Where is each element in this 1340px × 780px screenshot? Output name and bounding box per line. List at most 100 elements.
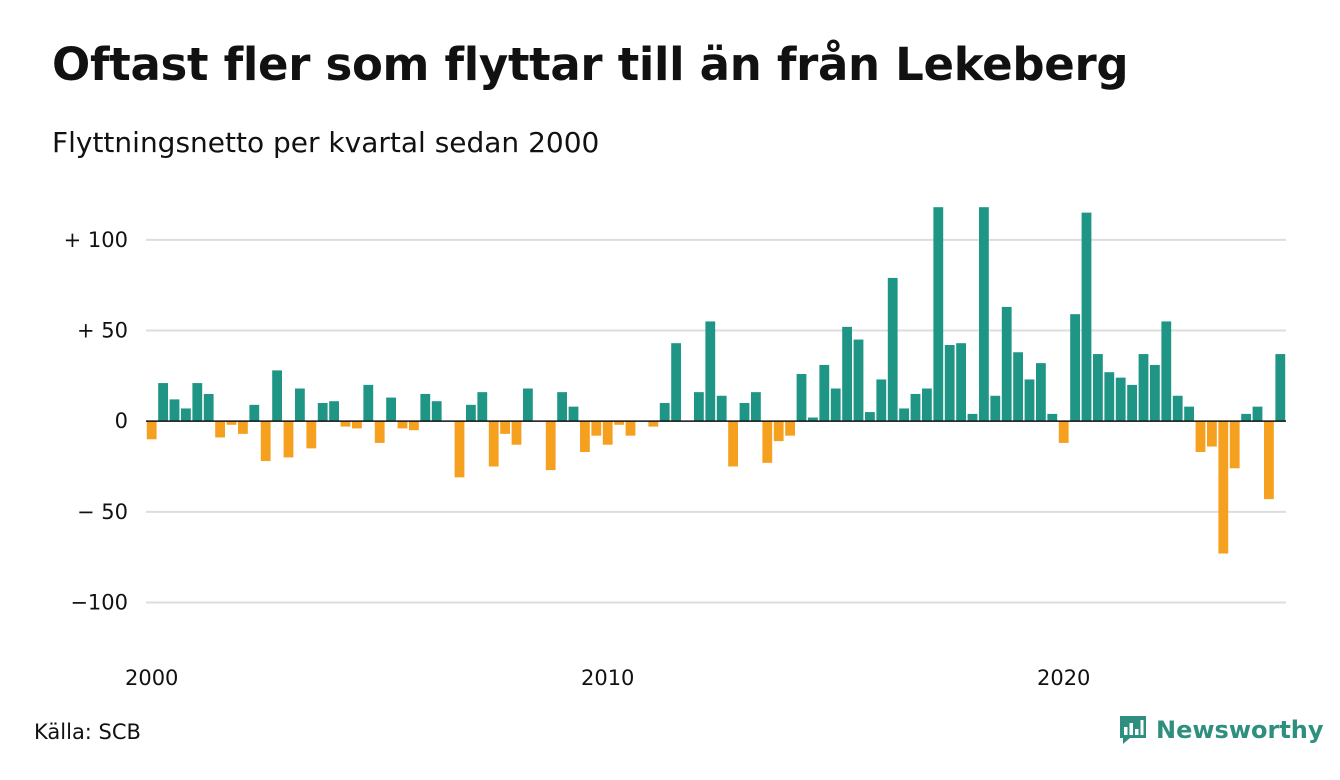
bar (579, 421, 590, 452)
bar (933, 207, 944, 422)
bar (921, 388, 932, 422)
bar (180, 408, 191, 422)
bar (910, 393, 921, 422)
bar (762, 421, 773, 463)
bar (1047, 413, 1058, 422)
bar (1058, 421, 1069, 443)
bar (557, 392, 568, 422)
bar (614, 421, 625, 425)
bar (591, 421, 602, 436)
bar (773, 421, 784, 442)
bar (807, 417, 818, 422)
bar (1081, 212, 1092, 422)
bar (1149, 364, 1160, 422)
bar (249, 404, 260, 422)
bar (431, 401, 442, 422)
bar-chart-speech-bubble-icon (1120, 716, 1146, 744)
bar (693, 392, 704, 422)
bar (842, 326, 853, 422)
bar (169, 399, 180, 422)
bar (1263, 421, 1274, 500)
bar (728, 421, 739, 467)
bar (192, 383, 203, 422)
bar (1092, 354, 1103, 422)
brand-name: Newsworthy (1156, 716, 1324, 744)
bar (522, 388, 533, 422)
bar (329, 401, 340, 422)
bar (1241, 413, 1252, 422)
bar (978, 207, 989, 422)
x-tick-label: 2020 (1037, 666, 1090, 690)
bar (887, 277, 898, 422)
brand-logo: Newsworthy (1118, 714, 1324, 746)
bar (1127, 384, 1138, 422)
bar (819, 364, 830, 422)
bar (340, 421, 351, 427)
bar (1001, 306, 1012, 422)
bar (1115, 377, 1126, 422)
bar (1195, 421, 1206, 452)
bar (397, 421, 408, 429)
bar (386, 397, 397, 422)
bar (317, 403, 328, 422)
bar (899, 408, 910, 422)
y-tick-label: + 50 (77, 318, 128, 342)
bar (272, 370, 283, 422)
bar (306, 421, 317, 449)
bar (363, 384, 374, 422)
bar (215, 421, 226, 438)
bar (488, 421, 499, 467)
bar (705, 321, 716, 422)
bar (830, 388, 841, 422)
bar (1229, 421, 1240, 469)
x-axis-ticks: 2000 2010 2020 (125, 666, 1090, 690)
x-tick-label: 2000 (125, 666, 178, 690)
bar (944, 344, 955, 422)
bar (203, 393, 214, 422)
bar (158, 383, 169, 422)
bar (602, 421, 613, 445)
y-tick-label: + 100 (64, 228, 128, 252)
bar (956, 343, 967, 422)
bar (1035, 363, 1046, 422)
bar (967, 413, 978, 422)
bar (374, 421, 385, 443)
bar (283, 421, 294, 458)
bar (420, 393, 431, 422)
bar (716, 395, 727, 422)
y-tick-label: − 50 (77, 500, 128, 524)
bar (408, 421, 419, 431)
bar (1104, 372, 1115, 422)
y-axis-ticks: + 100 + 50 0 − 50 −100 (64, 228, 128, 615)
bar (1206, 421, 1217, 447)
bar (785, 421, 796, 436)
bar (648, 421, 659, 427)
bar (864, 412, 875, 422)
chart-title: Oftast fler som flyttar till än från Lek… (52, 38, 1129, 91)
bar (545, 421, 556, 471)
bar (465, 404, 476, 422)
bar (454, 421, 465, 478)
bar (1013, 352, 1024, 422)
bar (750, 392, 761, 422)
chart-subtitle: Flyttningsnetto per kvartal sedan 2000 (52, 126, 600, 159)
bar (237, 421, 248, 434)
bar (294, 388, 305, 422)
bar (659, 403, 670, 422)
bar (260, 421, 271, 462)
bar (1172, 395, 1183, 422)
bar (1184, 406, 1195, 422)
y-tick-label: 0 (115, 409, 128, 433)
bar (477, 392, 488, 422)
source-note: Källa: SCB (34, 720, 141, 744)
bar-chart: + 100 + 50 0 − 50 −100 2000 2010 2020 (64, 207, 1286, 690)
bar (1161, 321, 1172, 422)
bar (1275, 354, 1286, 422)
bars (146, 207, 1286, 554)
y-tick-label: −100 (70, 590, 128, 614)
bar (796, 374, 807, 422)
bar (853, 339, 864, 422)
bar (146, 421, 157, 440)
bar (351, 421, 362, 429)
gridlines (146, 238, 1286, 604)
